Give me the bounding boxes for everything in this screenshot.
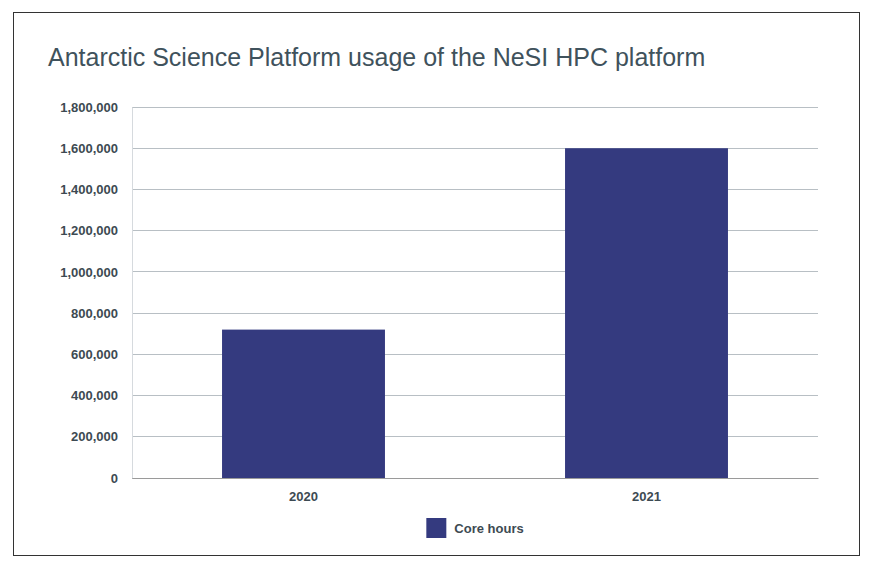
y-tick: 1,800,000 (60, 100, 132, 115)
y-tick-label: 1,000,000 (60, 265, 118, 280)
legend-label: Core hours (454, 521, 523, 536)
y-tick: 1,600,000 (60, 141, 132, 156)
y-tick-label: 1,600,000 (60, 141, 118, 156)
y-axis: 0 200,000 400,000 600,000 800,000 1,000,000 1,… (60, 100, 132, 486)
y-tick-label: 0 (111, 471, 118, 486)
y-tick: 400,000 (71, 388, 132, 403)
bar (222, 330, 385, 478)
bar (565, 148, 728, 478)
y-tick-label: 1,200,000 (60, 223, 118, 238)
y-tick-label: 800,000 (71, 306, 118, 321)
y-tick-label: 1,400,000 (60, 182, 118, 197)
bars (222, 148, 728, 478)
y-tick: 1,000,000 (60, 265, 132, 280)
y-tick: 200,000 (71, 429, 132, 444)
frame (14, 13, 860, 556)
chart: Antarctic Science Platform usage of the … (0, 0, 872, 574)
x-tick-label: 2020 (289, 489, 318, 504)
y-tick-label: 400,000 (71, 388, 118, 403)
x-tick: 2020 (289, 478, 318, 504)
y-tick-label: 200,000 (71, 429, 118, 444)
grid-line (132, 107, 818, 108)
y-tick: 0 (111, 471, 132, 486)
y-tick-label: 600,000 (71, 347, 118, 362)
x-tick: 2021 (632, 478, 661, 504)
grid (132, 107, 818, 478)
y-tick: 600,000 (71, 347, 132, 362)
title: Antarctic Science Platform usage of the … (48, 43, 705, 71)
x-axis-line (133, 478, 819, 479)
y-axis-line (132, 108, 133, 479)
y-tick-label: 1,800,000 (60, 100, 118, 115)
x-tick-label: 2021 (632, 489, 661, 504)
legend-item: Core hours (426, 518, 523, 538)
y-tick: 800,000 (71, 306, 132, 321)
y-tick: 1,200,000 (60, 223, 132, 238)
x-axis: 2020 2021 (133, 478, 819, 504)
legend-swatch (426, 518, 446, 538)
legend: Core hours (426, 518, 523, 538)
y-tick: 1,400,000 (60, 182, 132, 197)
